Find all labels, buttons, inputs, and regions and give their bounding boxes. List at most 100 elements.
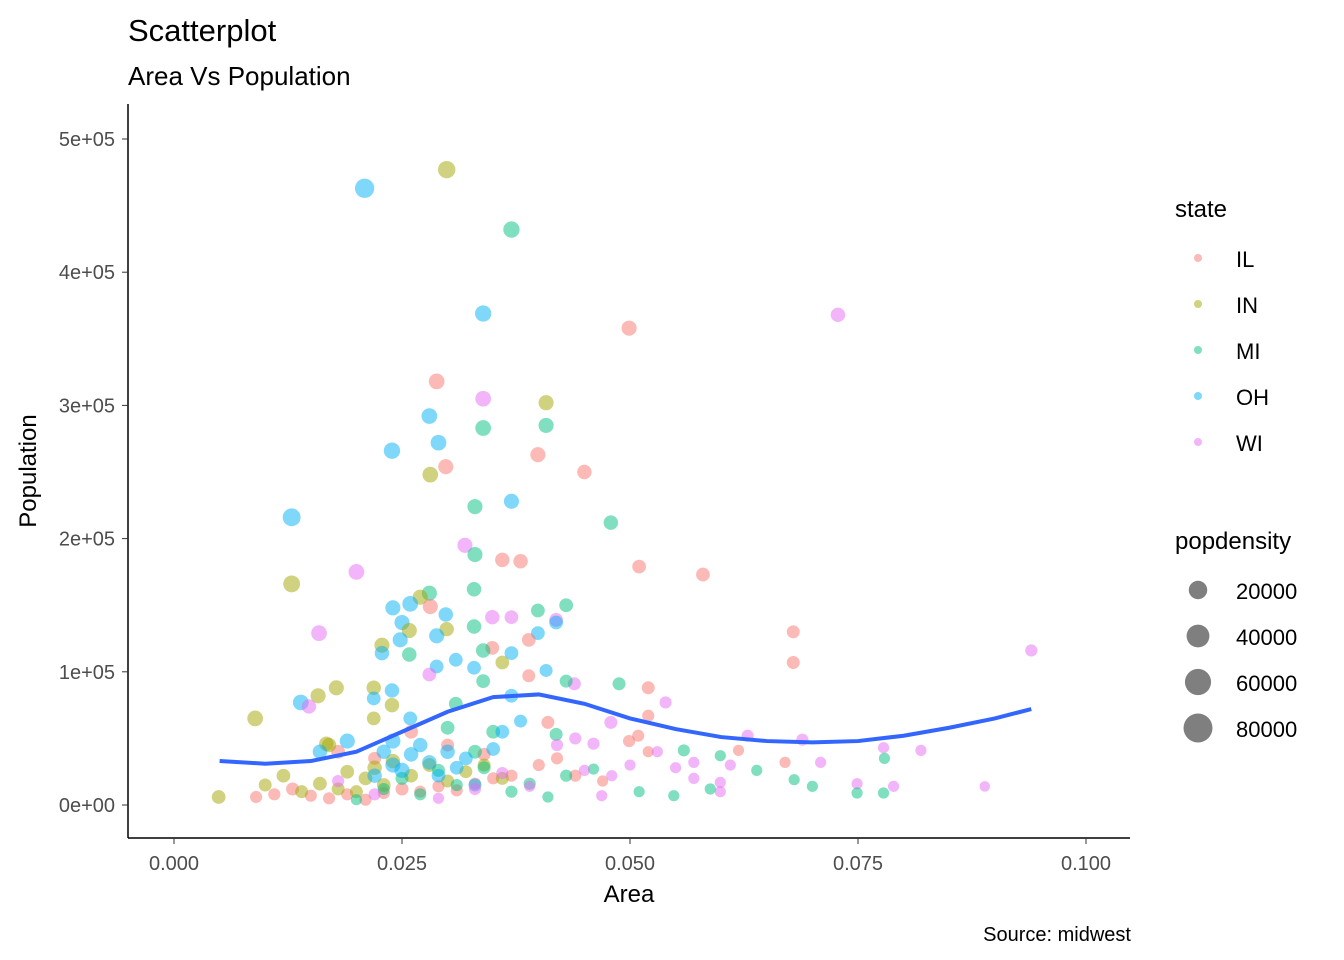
data-point-oh bbox=[366, 691, 381, 706]
y-tick-label: 1e+05 bbox=[59, 662, 115, 684]
data-point-wi bbox=[311, 625, 327, 642]
data-point-mi bbox=[878, 752, 891, 764]
data-point-mi bbox=[505, 785, 518, 798]
y-tick-label: 4e+05 bbox=[59, 262, 115, 284]
x-axis-label: Area bbox=[604, 881, 655, 908]
size-legend-label: 40000 bbox=[1236, 625, 1297, 650]
data-point-oh bbox=[384, 683, 400, 698]
legend-key-il bbox=[1194, 254, 1202, 262]
data-point-mi bbox=[440, 720, 455, 735]
data-point-wi bbox=[368, 788, 381, 801]
data-point-il bbox=[428, 373, 445, 390]
data-point-il bbox=[541, 715, 555, 729]
chart-subtitle: Area Vs Population bbox=[128, 61, 351, 91]
data-point-wi bbox=[851, 778, 863, 790]
data-point-in bbox=[401, 622, 417, 639]
size-legend-key bbox=[1188, 580, 1208, 600]
data-point-wi bbox=[485, 609, 500, 625]
data-point-il bbox=[250, 790, 263, 804]
data-point-in bbox=[247, 710, 264, 727]
data-point-in bbox=[366, 711, 381, 726]
data-point-mi bbox=[414, 788, 427, 801]
data-point-oh bbox=[392, 632, 408, 648]
points-layer bbox=[211, 160, 1038, 806]
data-point-mi bbox=[531, 603, 545, 618]
x-axis-ticks: 0.000 0.025 0.050 0.075 0.100 bbox=[149, 838, 1111, 875]
data-point-il bbox=[359, 793, 372, 806]
data-point-in bbox=[313, 776, 327, 791]
data-point-oh bbox=[458, 751, 473, 766]
data-point-il bbox=[495, 552, 510, 568]
data-point-mi bbox=[402, 647, 417, 662]
data-point-in bbox=[366, 680, 381, 696]
color-legend-title: state bbox=[1175, 196, 1227, 223]
data-point-wi bbox=[550, 738, 564, 752]
data-point-oh bbox=[421, 408, 438, 424]
data-point-oh bbox=[549, 615, 564, 630]
data-point-oh bbox=[475, 305, 492, 322]
data-point-wi bbox=[688, 772, 700, 784]
y-axis-ticks: 0e+00 1e+05 2e+05 3e+05 4e+05 5e+05 bbox=[59, 129, 128, 817]
data-point-mi bbox=[477, 761, 491, 775]
data-point-oh bbox=[383, 442, 401, 459]
data-point-oh bbox=[312, 744, 328, 759]
data-point-il bbox=[597, 775, 609, 787]
legend-label-oh: OH bbox=[1236, 385, 1269, 410]
data-point-oh bbox=[514, 714, 528, 728]
chart-title: Scatterplot bbox=[128, 13, 277, 48]
data-point-oh bbox=[394, 762, 410, 778]
data-point-mi bbox=[603, 515, 619, 530]
size-legend-title: popdensity bbox=[1175, 528, 1291, 555]
data-point-wi bbox=[670, 762, 682, 774]
data-point-wi bbox=[688, 756, 700, 768]
data-point-wi bbox=[1025, 644, 1038, 657]
data-point-oh bbox=[503, 493, 519, 509]
legend-label-wi: WI bbox=[1236, 431, 1263, 456]
data-point-wi bbox=[714, 776, 726, 788]
size-legend-key bbox=[1183, 713, 1213, 743]
data-point-il bbox=[532, 758, 545, 772]
legend-label-mi: MI bbox=[1236, 339, 1260, 364]
data-point-mi bbox=[466, 619, 482, 634]
data-point-wi bbox=[877, 742, 890, 754]
data-point-oh bbox=[449, 760, 464, 775]
data-point-in bbox=[328, 680, 344, 696]
data-point-il bbox=[642, 746, 654, 758]
legend-label-in: IN bbox=[1236, 293, 1258, 318]
data-point-il bbox=[621, 320, 637, 336]
data-point-il bbox=[623, 734, 636, 748]
data-point-mi bbox=[542, 791, 554, 803]
legend-key-oh bbox=[1194, 392, 1202, 400]
data-point-wi bbox=[887, 780, 900, 792]
data-point-wi bbox=[724, 759, 736, 771]
data-point-in bbox=[295, 785, 309, 799]
data-point-oh bbox=[385, 600, 401, 616]
data-point-in bbox=[258, 778, 272, 792]
data-point-wi bbox=[830, 307, 846, 323]
data-point-wi bbox=[468, 782, 482, 796]
data-point-mi bbox=[559, 598, 574, 613]
y-tick-label: 0e+00 bbox=[59, 795, 115, 817]
data-point-oh bbox=[367, 768, 382, 783]
data-point-mi bbox=[503, 221, 520, 238]
data-point-mi bbox=[538, 417, 554, 433]
data-point-il bbox=[786, 625, 800, 639]
data-point-in bbox=[340, 764, 355, 779]
data-point-mi bbox=[560, 769, 573, 782]
data-point-in bbox=[310, 688, 326, 704]
x-tick-label: 0.000 bbox=[149, 853, 199, 875]
data-point-mi bbox=[751, 764, 763, 776]
data-point-oh bbox=[282, 508, 301, 527]
data-point-wi bbox=[569, 732, 582, 745]
data-point-mi bbox=[559, 674, 573, 688]
data-point-in bbox=[283, 575, 301, 593]
data-point-in bbox=[422, 466, 439, 483]
data-point-oh bbox=[448, 652, 463, 667]
y-axis-label: Population bbox=[15, 414, 42, 527]
data-point-oh bbox=[376, 744, 391, 759]
data-point-il bbox=[422, 598, 438, 615]
data-point-il bbox=[786, 655, 800, 669]
y-tick-label: 5e+05 bbox=[59, 129, 115, 151]
data-point-il bbox=[550, 752, 564, 765]
